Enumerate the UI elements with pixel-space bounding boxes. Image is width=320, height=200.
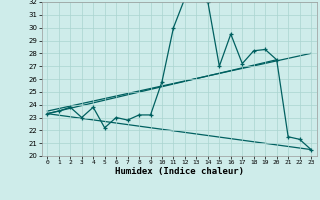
X-axis label: Humidex (Indice chaleur): Humidex (Indice chaleur) bbox=[115, 167, 244, 176]
